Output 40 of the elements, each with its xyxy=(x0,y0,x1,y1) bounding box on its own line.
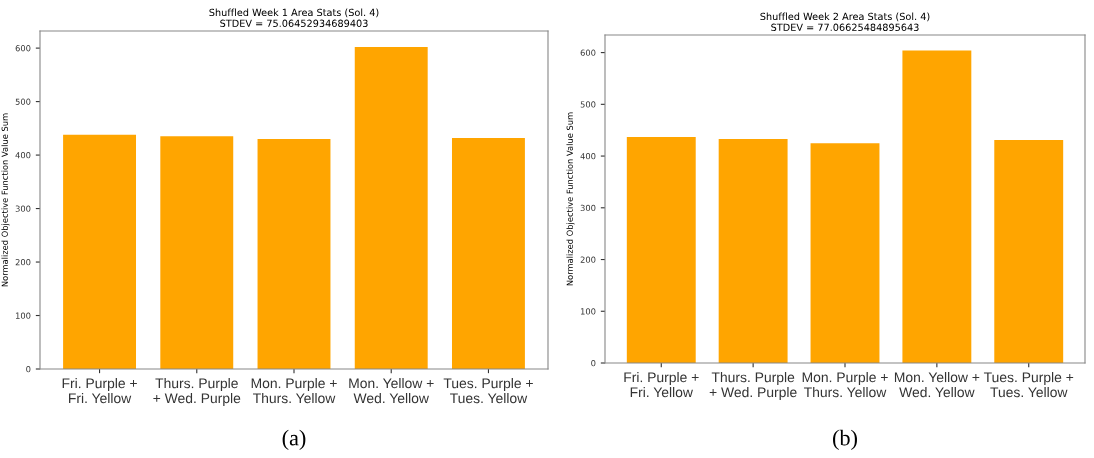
y-tick-label: 500 xyxy=(580,101,596,108)
y-tick-label: 100 xyxy=(580,308,596,315)
bar xyxy=(257,139,331,369)
chart-title: Shuffled Week 1 Area Stats (Sol. 4) STDEV = 75.06452934689403 xyxy=(209,8,379,27)
y-tick-label: 300 xyxy=(15,205,31,212)
y-tick-label: 200 xyxy=(580,256,596,263)
bar xyxy=(810,143,880,363)
y-axis-title: Normalized Objective Function Value Sum xyxy=(566,112,575,286)
y-tick-label: 0 xyxy=(26,365,31,373)
bar xyxy=(451,137,525,369)
x-tick-label: Tues. Purple + Tues. Yellow xyxy=(983,372,1074,398)
y-tick-label: 0 xyxy=(591,359,596,367)
y-tick-label: 600 xyxy=(580,49,596,56)
x-tick-label: Thurs. Purple + Wed. Purple xyxy=(153,378,241,406)
y-tick-label: 600 xyxy=(15,45,31,52)
x-tick-label: Thurs. Purple + Wed. Purple xyxy=(709,372,797,400)
x-tick-label: Mon. Yellow + Wed. Yellow xyxy=(894,372,980,398)
y-tick-label: 200 xyxy=(15,259,31,266)
x-tick-label: Mon. Purple + Thurs. Yellow xyxy=(802,372,888,398)
text: (b) xyxy=(833,429,857,450)
x-tick-label: Fri. Purple + Fri. Yellow xyxy=(624,372,699,398)
y-tick-label: 100 xyxy=(15,312,31,319)
x-tick-label: Mon. Yellow + Wed. Yellow xyxy=(349,378,434,404)
bar xyxy=(994,140,1064,363)
text: (a) xyxy=(282,429,306,450)
y-tick-label: 400 xyxy=(580,153,596,160)
x-tick-label: Mon. Purple + Thurs. Yellow xyxy=(251,378,337,404)
y-tick-label: 400 xyxy=(15,152,31,159)
x-tick-label: Fri. Purple + Fri. Yellow xyxy=(62,378,137,404)
bar xyxy=(63,134,137,369)
chart-title: Shuffled Week 2 Area Stats (Sol. 4) STDEV = 77.06625484895643 xyxy=(760,12,930,31)
y-axis-title: Normalized Objective Function Value Sum xyxy=(1,113,10,287)
bar xyxy=(902,50,972,363)
bar xyxy=(718,138,788,363)
y-tick-label: 300 xyxy=(580,204,596,212)
bar xyxy=(626,136,696,363)
bar xyxy=(354,47,428,369)
bar xyxy=(160,136,234,369)
x-tick-label: Tues. Purple + Tues. Yellow xyxy=(443,378,533,404)
y-tick-label: 500 xyxy=(15,98,31,105)
